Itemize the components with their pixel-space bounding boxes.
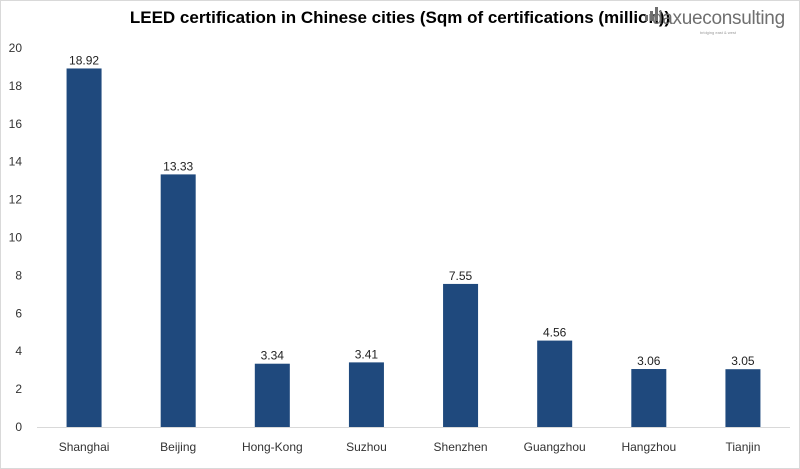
x-tick-label: Suzhou (346, 440, 387, 454)
logo-tagline: bridging east & west (700, 30, 737, 35)
x-tick-label: Hangzhou (621, 440, 676, 454)
bar-guangzhou (537, 340, 573, 427)
bar-beijing (160, 174, 196, 427)
y-tick-label: 2 (15, 382, 22, 396)
bar-hangzhou (631, 369, 667, 427)
chart-bars (66, 68, 761, 427)
company-logo: daxueconsulting bridging east & west (645, 6, 792, 36)
y-tick-label: 8 (15, 268, 22, 282)
bar-chart-logo-icon (645, 7, 658, 21)
x-tick-label: Hong-Kong (242, 440, 303, 454)
logo-wordmark: daxueconsulting (652, 8, 785, 29)
y-tick-label: 14 (9, 155, 23, 169)
data-label: 3.05 (731, 354, 755, 368)
data-label: 4.56 (543, 326, 567, 340)
data-label: 3.34 (261, 349, 285, 363)
chart-labels: 18.92 Shanghai 13.33 Beijing 3.34 Hong-Kong 3.… (59, 53, 761, 454)
y-tick-label: 20 (9, 41, 23, 55)
data-label: 3.41 (355, 347, 379, 361)
bar-tianjin (725, 369, 761, 427)
y-tick-label: 4 (15, 344, 22, 358)
y-tick-label: 0 (15, 420, 22, 434)
bar-hong-kong (254, 363, 290, 427)
data-label: 7.55 (449, 269, 473, 283)
data-label: 3.06 (637, 354, 661, 368)
y-tick-label: 12 (9, 193, 23, 207)
y-tick-label: 18 (9, 79, 23, 93)
data-label: 18.92 (69, 53, 99, 67)
chart-axes: 0 2 4 6 8 10 12 14 16 18 20 (9, 41, 790, 434)
bar-shenzhen (443, 283, 479, 427)
x-tick-label: Beijing (160, 440, 196, 454)
x-tick-label: Shanghai (59, 440, 110, 454)
data-label: 13.33 (163, 159, 193, 173)
y-tick-label: 6 (15, 306, 22, 320)
x-tick-label: Guangzhou (524, 440, 586, 454)
y-tick-label: 16 (9, 117, 23, 131)
chart-title: LEED certification in Chinese cities (Sq… (129, 8, 671, 27)
x-tick-label: Shenzhen (434, 440, 488, 454)
bar-suzhou (348, 362, 384, 427)
bar-shanghai (66, 68, 102, 427)
y-tick-label: 10 (9, 231, 23, 245)
x-tick-label: Tianjin (725, 440, 760, 454)
